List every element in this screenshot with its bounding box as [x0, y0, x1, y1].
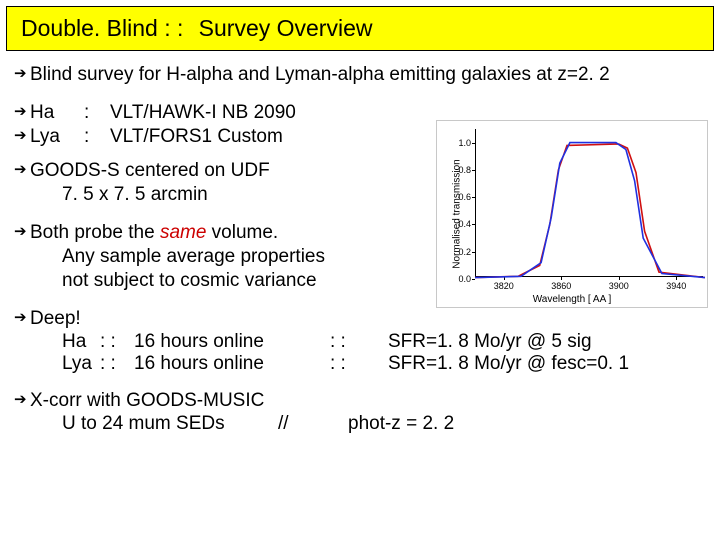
xcorr-line1: X-corr with GOODS-MUSIC — [30, 389, 706, 413]
chart-ytick: 0.8 — [451, 165, 471, 175]
deep-name: Lya — [14, 353, 100, 375]
probe-l1b: same — [160, 222, 206, 243]
arrow-icon: ➔ — [14, 125, 30, 147]
deep-row: Ha : : 16 hours online : : SFR=1. 8 Mo/y… — [14, 331, 706, 353]
chart-ytick: 1.0 — [451, 138, 471, 148]
deep-time: 16 hours online — [134, 353, 330, 375]
filter-sep: : — [84, 125, 110, 149]
xcorr-l2c: phot-z = 2. 2 — [348, 413, 454, 435]
filter-instr: VLT/FORS1 Custom — [110, 125, 283, 149]
probe-l1a: Both probe the — [30, 222, 160, 243]
deep-name: Ha — [14, 331, 100, 353]
chart-ytick: 0.6 — [451, 192, 471, 202]
filter-instr: VLT/HAWK-I NB 2090 — [110, 101, 296, 125]
chart-line-blue — [475, 143, 705, 278]
xcorr-l2a: U to 24 mum SEDs — [62, 413, 278, 435]
chart-xtick: 3820 — [494, 281, 514, 291]
deep-result: SFR=1. 8 Mo/yr @ 5 sig — [388, 331, 706, 353]
title-left: Double. Blind : : — [21, 15, 183, 41]
chart-ytick: 0.2 — [451, 247, 471, 257]
probe-l1c: volume. — [206, 222, 278, 243]
filter-name: Lya — [30, 125, 84, 149]
deep-head: Deep! — [30, 307, 706, 331]
arrow-icon: ➔ — [14, 221, 30, 243]
xcorr-l2b: // — [278, 413, 348, 435]
intro-text: Blind survey for H-alpha and Lyman-alpha… — [30, 63, 706, 87]
xcorr-block: ➔ X-corr with GOODS-MUSIC U to 24 mum SE… — [14, 389, 706, 435]
transmission-chart: Normalised transmission Wavelength [ AA … — [436, 120, 708, 308]
arrow-icon: ➔ — [14, 307, 30, 329]
chart-xtick: 3860 — [551, 281, 571, 291]
filter-sep: : — [84, 101, 110, 125]
filter-name: Ha — [30, 101, 84, 125]
chart-curves — [475, 129, 705, 279]
deep-block: ➔ Deep! Ha : : 16 hours online : : SFR=1… — [14, 307, 706, 375]
deep-sep: : : — [100, 331, 134, 353]
arrow-icon: ➔ — [14, 159, 30, 181]
title-right: Survey Overview — [199, 15, 373, 41]
intro-block: ➔ Blind survey for H-alpha and Lyman-alp… — [14, 63, 706, 87]
chart-xtick: 3900 — [609, 281, 629, 291]
chart-ytick: 0.0 — [451, 274, 471, 284]
deep-result: SFR=1. 8 Mo/yr @ fesc=0. 1 — [388, 353, 706, 375]
arrow-icon: ➔ — [14, 389, 30, 411]
deep-sep2: : : — [330, 331, 388, 353]
chart-line-red — [475, 144, 705, 278]
title-bar: Double. Blind : : Survey Overview — [6, 6, 714, 51]
arrow-icon: ➔ — [14, 63, 30, 85]
deep-time: 16 hours online — [134, 331, 330, 353]
chart-xtick: 3940 — [666, 281, 686, 291]
chart-xlabel: Wavelength [ AA ] — [437, 294, 707, 305]
arrow-icon: ➔ — [14, 101, 30, 123]
chart-ytick: 0.4 — [451, 219, 471, 229]
deep-sep2: : : — [330, 353, 388, 375]
deep-row: Lya : : 16 hours online : : SFR=1. 8 Mo/… — [14, 353, 706, 375]
deep-sep: : : — [100, 353, 134, 375]
